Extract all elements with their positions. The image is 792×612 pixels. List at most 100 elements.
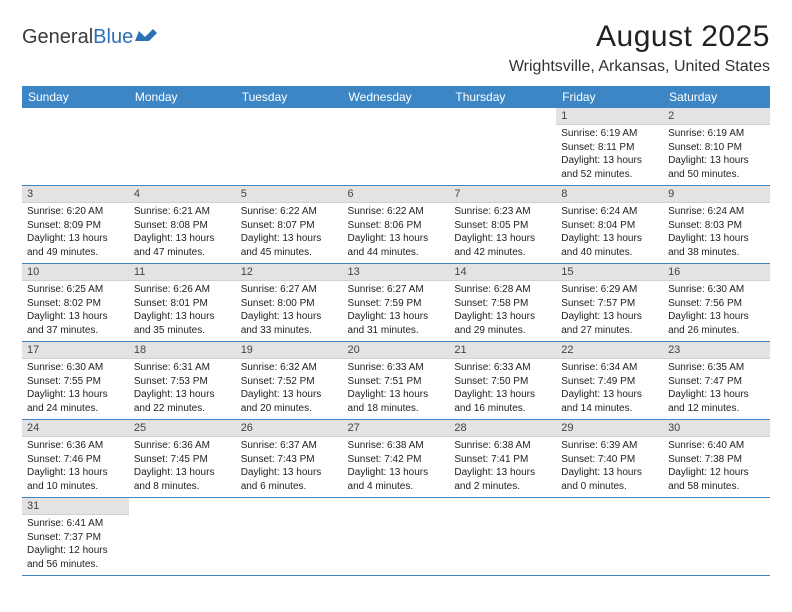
- day-day2: and 0 minutes.: [561, 480, 658, 494]
- calendar-cell: [449, 498, 556, 576]
- day-day1: Daylight: 13 hours: [241, 232, 338, 246]
- day-sunrise: Sunrise: 6:27 AM: [241, 283, 338, 297]
- day-sunrise: Sunrise: 6:19 AM: [561, 127, 658, 141]
- calendar-cell: 21Sunrise: 6:33 AMSunset: 7:50 PMDayligh…: [449, 342, 556, 420]
- calendar-cell: 31Sunrise: 6:41 AMSunset: 7:37 PMDayligh…: [22, 498, 129, 576]
- day-day1: Daylight: 13 hours: [241, 466, 338, 480]
- brand-part2: Blue: [93, 26, 133, 49]
- day-sunset: Sunset: 7:52 PM: [241, 375, 338, 389]
- day-sunrise: Sunrise: 6:20 AM: [27, 205, 124, 219]
- calendar-cell: 4Sunrise: 6:21 AMSunset: 8:08 PMDaylight…: [129, 186, 236, 264]
- calendar-cell: [129, 498, 236, 576]
- day-day2: and 6 minutes.: [241, 480, 338, 494]
- day-day1: Daylight: 12 hours: [668, 466, 765, 480]
- day-sunset: Sunset: 8:01 PM: [134, 297, 231, 311]
- day-details: Sunrise: 6:26 AMSunset: 8:01 PMDaylight:…: [129, 281, 236, 341]
- day-day1: Daylight: 13 hours: [561, 154, 658, 168]
- day-day2: and 18 minutes.: [348, 402, 445, 416]
- calendar-cell: 22Sunrise: 6:34 AMSunset: 7:49 PMDayligh…: [556, 342, 663, 420]
- day-day1: Daylight: 13 hours: [241, 388, 338, 402]
- day-day2: and 35 minutes.: [134, 324, 231, 338]
- day-day2: and 40 minutes.: [561, 246, 658, 260]
- calendar-cell: 6Sunrise: 6:22 AMSunset: 8:06 PMDaylight…: [343, 186, 450, 264]
- day-details: Sunrise: 6:20 AMSunset: 8:09 PMDaylight:…: [22, 203, 129, 263]
- day-sunrise: Sunrise: 6:39 AM: [561, 439, 658, 453]
- calendar-cell: 29Sunrise: 6:39 AMSunset: 7:40 PMDayligh…: [556, 420, 663, 498]
- day-number: 15: [556, 264, 663, 281]
- calendar-cell: [343, 108, 450, 186]
- day-details: Sunrise: 6:27 AMSunset: 7:59 PMDaylight:…: [343, 281, 450, 341]
- day-day2: and 33 minutes.: [241, 324, 338, 338]
- calendar-cell: 24 Sunrise: 6:36 AMSunset: 7:46 PMDayligh…: [22, 420, 129, 498]
- day-day2: and 27 minutes.: [561, 324, 658, 338]
- day-day1: Daylight: 13 hours: [348, 232, 445, 246]
- day-sunset: Sunset: 7:41 PM: [454, 453, 551, 467]
- calendar-cell: [449, 108, 556, 186]
- day-day2: and 2 minutes.: [454, 480, 551, 494]
- day-details: Sunrise: 6:38 AMSunset: 7:42 PMDaylight:…: [343, 437, 450, 497]
- day-number: 10: [22, 264, 129, 281]
- day-sunset: Sunset: 8:08 PM: [134, 219, 231, 233]
- day-sunset: Sunset: 8:11 PM: [561, 141, 658, 155]
- calendar-cell: 3Sunrise: 6:20 AMSunset: 8:09 PMDaylight…: [22, 186, 129, 264]
- day-details: Sunrise: 6:38 AMSunset: 7:41 PMDaylight:…: [449, 437, 556, 497]
- day-day1: Daylight: 13 hours: [134, 232, 231, 246]
- day-details: Sunrise: 6:39 AMSunset: 7:40 PMDaylight:…: [556, 437, 663, 497]
- weekday-header: Tuesday: [236, 86, 343, 108]
- calendar-cell: 25Sunrise: 6:36 AMSunset: 7:45 PMDayligh…: [129, 420, 236, 498]
- day-sunset: Sunset: 7:40 PM: [561, 453, 658, 467]
- calendar-cell: 23Sunrise: 6:35 AMSunset: 7:47 PMDayligh…: [663, 342, 770, 420]
- day-sunrise: Sunrise: 6:22 AM: [348, 205, 445, 219]
- day-details: Sunrise: 6:37 AMSunset: 7:43 PMDaylight:…: [236, 437, 343, 497]
- day-day1: Daylight: 13 hours: [454, 232, 551, 246]
- calendar-table: SundayMondayTuesdayWednesdayThursdayFrid…: [22, 86, 770, 576]
- day-sunrise: Sunrise: 6:35 AM: [668, 361, 765, 375]
- day-day1: Daylight: 13 hours: [561, 310, 658, 324]
- day-number: 24: [22, 420, 129, 437]
- day-sunrise: Sunrise: 6:24 AM: [561, 205, 658, 219]
- day-sunset: Sunset: 7:46 PM: [27, 453, 124, 467]
- calendar-cell: 30Sunrise: 6:40 AMSunset: 7:38 PMDayligh…: [663, 420, 770, 498]
- day-sunrise: Sunrise: 6:36 AM: [27, 439, 124, 453]
- day-day1: Daylight: 13 hours: [668, 388, 765, 402]
- day-day1: Daylight: 13 hours: [134, 388, 231, 402]
- weekday-header: Sunday: [22, 86, 129, 108]
- day-number: 23: [663, 342, 770, 359]
- day-day2: and 38 minutes.: [668, 246, 765, 260]
- calendar-cell: 8Sunrise: 6:24 AMSunset: 8:04 PMDaylight…: [556, 186, 663, 264]
- day-number: 26: [236, 420, 343, 437]
- day-sunset: Sunset: 7:42 PM: [348, 453, 445, 467]
- day-sunrise: Sunrise: 6:36 AM: [134, 439, 231, 453]
- day-day2: and 56 minutes.: [27, 558, 124, 572]
- day-details: Sunrise: 6:22 AMSunset: 8:06 PMDaylight:…: [343, 203, 450, 263]
- day-number: 12: [236, 264, 343, 281]
- calendar-cell: 28Sunrise: 6:38 AMSunset: 7:41 PMDayligh…: [449, 420, 556, 498]
- day-sunset: Sunset: 7:56 PM: [668, 297, 765, 311]
- day-number: 5: [236, 186, 343, 203]
- calendar-cell: 7Sunrise: 6:23 AMSunset: 8:05 PMDaylight…: [449, 186, 556, 264]
- day-number: 2: [663, 108, 770, 125]
- calendar-cell: 5Sunrise: 6:22 AMSunset: 8:07 PMDaylight…: [236, 186, 343, 264]
- day-sunset: Sunset: 8:02 PM: [27, 297, 124, 311]
- calendar-cell: 14Sunrise: 6:28 AMSunset: 7:58 PMDayligh…: [449, 264, 556, 342]
- day-sunset: Sunset: 7:37 PM: [27, 531, 124, 545]
- day-details: Sunrise: 6:35 AMSunset: 7:47 PMDaylight:…: [663, 359, 770, 419]
- day-sunset: Sunset: 7:55 PM: [27, 375, 124, 389]
- day-details: Sunrise: 6:33 AMSunset: 7:50 PMDaylight:…: [449, 359, 556, 419]
- day-number: 29: [556, 420, 663, 437]
- calendar-cell: 17Sunrise: 6:30 AMSunset: 7:55 PMDayligh…: [22, 342, 129, 420]
- day-sunrise: Sunrise: 6:33 AM: [454, 361, 551, 375]
- day-number: 31: [22, 498, 129, 515]
- day-sunset: Sunset: 7:45 PM: [134, 453, 231, 467]
- day-day2: and 29 minutes.: [454, 324, 551, 338]
- day-day2: and 49 minutes.: [27, 246, 124, 260]
- day-details: Sunrise: 6:40 AMSunset: 7:38 PMDaylight:…: [663, 437, 770, 497]
- day-sunset: Sunset: 7:50 PM: [454, 375, 551, 389]
- day-sunset: Sunset: 7:38 PM: [668, 453, 765, 467]
- month-title: August 2025: [509, 20, 770, 54]
- day-details: Sunrise: 6:19 AMSunset: 8:11 PMDaylight:…: [556, 125, 663, 185]
- day-sunrise: Sunrise: 6:40 AM: [668, 439, 765, 453]
- day-day2: and 12 minutes.: [668, 402, 765, 416]
- day-day1: Daylight: 13 hours: [27, 466, 124, 480]
- day-number: 20: [343, 342, 450, 359]
